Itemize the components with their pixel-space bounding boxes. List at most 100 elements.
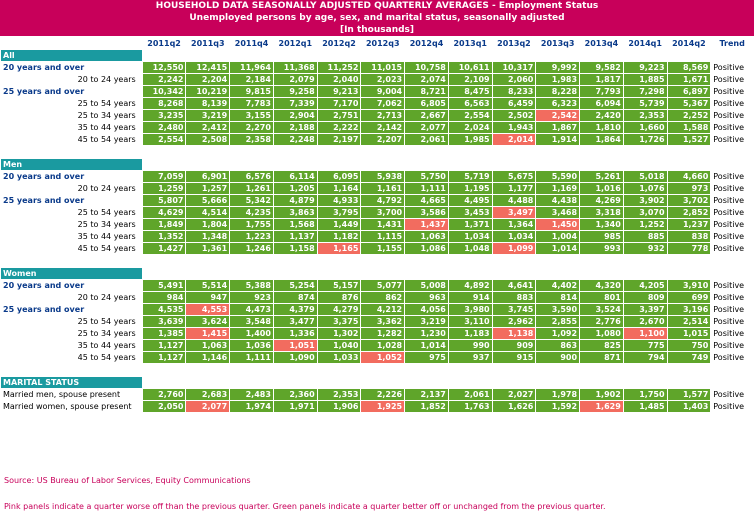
value-cell: 1,164 <box>317 183 361 194</box>
column-header: 2012q3 <box>365 39 400 48</box>
value-cell: 1,577 <box>667 389 711 400</box>
source-note: Source: US Bureau of Labor Services, Equ… <box>4 476 251 485</box>
value-cell: 3,362 <box>361 316 405 327</box>
value-cell: 993 <box>580 243 623 254</box>
value-cell: 947 <box>186 292 230 303</box>
value-cell: 11,252 <box>317 62 361 73</box>
value-cell: 3,468 <box>536 207 580 218</box>
section-fill <box>580 377 623 388</box>
value-cell: 1,063 <box>186 340 230 351</box>
value-cell: 1,671 <box>667 74 711 85</box>
section-fill <box>143 377 186 388</box>
table-row: 35 to 44 years 1,352 1,348 1,223 1,137 1,182 1… <box>1 231 753 242</box>
value-cell: 4,379 <box>273 304 317 315</box>
trend-cell: Positive <box>713 317 745 326</box>
value-cell: 9,004 <box>361 86 405 97</box>
section-fill <box>668 377 711 388</box>
value-cell: 5,514 <box>186 280 230 291</box>
row-label: 25 to 54 years <box>77 208 136 217</box>
value-cell: 4,792 <box>361 195 405 206</box>
value-cell: 2,412 <box>186 122 230 133</box>
value-cell: 1,978 <box>536 389 580 400</box>
value-cell: 2,962 <box>492 316 536 327</box>
section-fill <box>230 159 273 170</box>
value-cell: 5,367 <box>667 98 711 109</box>
value-cell: 2,050 <box>142 401 186 412</box>
table-row: 20 to 24 years 984 947 923 874 876 862 963 914 88… <box>1 292 753 303</box>
value-cell: 4,279 <box>317 304 361 315</box>
value-cell: 2,270 <box>230 122 273 133</box>
value-cell: 1,592 <box>536 401 580 412</box>
value-cell: 3,548 <box>230 316 273 327</box>
value-cell: 2,751 <box>317 110 361 121</box>
value-cell: 2,353 <box>623 110 667 121</box>
value-cell: 12,550 <box>142 62 186 73</box>
trend-cell: Positive <box>713 341 745 350</box>
value-cell: 2,248 <box>273 134 317 145</box>
value-cell: 2,074 <box>405 74 448 85</box>
trend-cell: Positive <box>713 390 745 399</box>
table-row: Married women, spouse present 2,050 2,077 1… <box>1 401 753 412</box>
row-label: 35 to 44 years <box>77 341 136 350</box>
value-cell: 1,034 <box>448 231 492 242</box>
value-cell: 3,624 <box>186 316 230 327</box>
value-cell: 1,230 <box>405 328 448 339</box>
value-cell: 862 <box>361 292 405 303</box>
value-cell: 2,713 <box>361 110 405 121</box>
trend-cell: Positive <box>713 220 745 229</box>
value-cell: 1,588 <box>667 122 711 133</box>
row-label: 25 to 34 years <box>77 111 136 120</box>
value-cell: 5,261 <box>580 171 623 182</box>
value-cell: 4,488 <box>492 195 536 206</box>
trend-cell: Positive <box>713 123 745 132</box>
value-cell: 4,933 <box>317 195 361 206</box>
value-cell: 9,223 <box>623 62 667 73</box>
value-cell: 1,195 <box>448 183 492 194</box>
value-cell: 2,480 <box>142 122 186 133</box>
chart-subtitle: Unemployed persons by age, sex, and mari… <box>189 13 565 23</box>
value-cell: 2,683 <box>186 389 230 400</box>
value-cell: 1,817 <box>580 74 623 85</box>
value-cell: 1,527 <box>667 134 711 145</box>
row-label: 20 to 24 years <box>77 184 136 193</box>
value-cell: 4,553 <box>186 304 230 315</box>
value-cell: 1,158 <box>273 243 317 254</box>
value-cell: 3,795 <box>317 207 361 218</box>
value-cell: 4,660 <box>667 171 711 182</box>
value-cell: 3,910 <box>667 280 711 291</box>
value-cell: 1,205 <box>273 183 317 194</box>
value-cell: 8,268 <box>142 98 186 109</box>
value-cell: 809 <box>623 292 667 303</box>
value-cell: 1,127 <box>142 340 186 351</box>
value-cell: 4,438 <box>536 195 580 206</box>
value-cell: 4,212 <box>361 304 405 315</box>
section-fill <box>449 50 492 61</box>
value-cell: 1,155 <box>361 243 405 254</box>
value-cell: 863 <box>536 340 580 351</box>
value-cell: 3,524 <box>580 304 623 315</box>
value-cell: 794 <box>623 352 667 363</box>
value-cell: 4,056 <box>405 304 448 315</box>
row-label: 45 to 54 years <box>77 244 136 253</box>
value-cell: 2,040 <box>317 74 361 85</box>
value-cell: 2,188 <box>273 122 317 133</box>
value-cell: 1,361 <box>186 243 230 254</box>
column-header: 2012q4 <box>409 39 444 48</box>
value-cell: 8,233 <box>492 86 536 97</box>
section-fill <box>361 50 404 61</box>
value-cell: 12,415 <box>186 62 230 73</box>
value-cell: 3,375 <box>317 316 361 327</box>
value-cell: 3,235 <box>142 110 186 121</box>
value-cell: 3,497 <box>492 207 536 218</box>
value-cell: 2,197 <box>317 134 361 145</box>
section-label: All <box>1 50 142 61</box>
trend-cell: Positive <box>713 293 745 302</box>
value-cell: 5,675 <box>492 171 536 182</box>
value-cell: 5,008 <box>405 280 448 291</box>
data-table: 2011q2 2011q3 2011q4 2012q1 2012q2 2012q3 2012… <box>0 37 754 413</box>
value-cell: 825 <box>580 340 623 351</box>
row-label: Married men, spouse present <box>3 390 121 399</box>
table-row: 25 to 34 years 3,235 3,219 3,155 2,904 2,751 2… <box>1 110 753 121</box>
value-cell: 1,431 <box>361 219 405 230</box>
value-cell: 3,702 <box>667 195 711 206</box>
